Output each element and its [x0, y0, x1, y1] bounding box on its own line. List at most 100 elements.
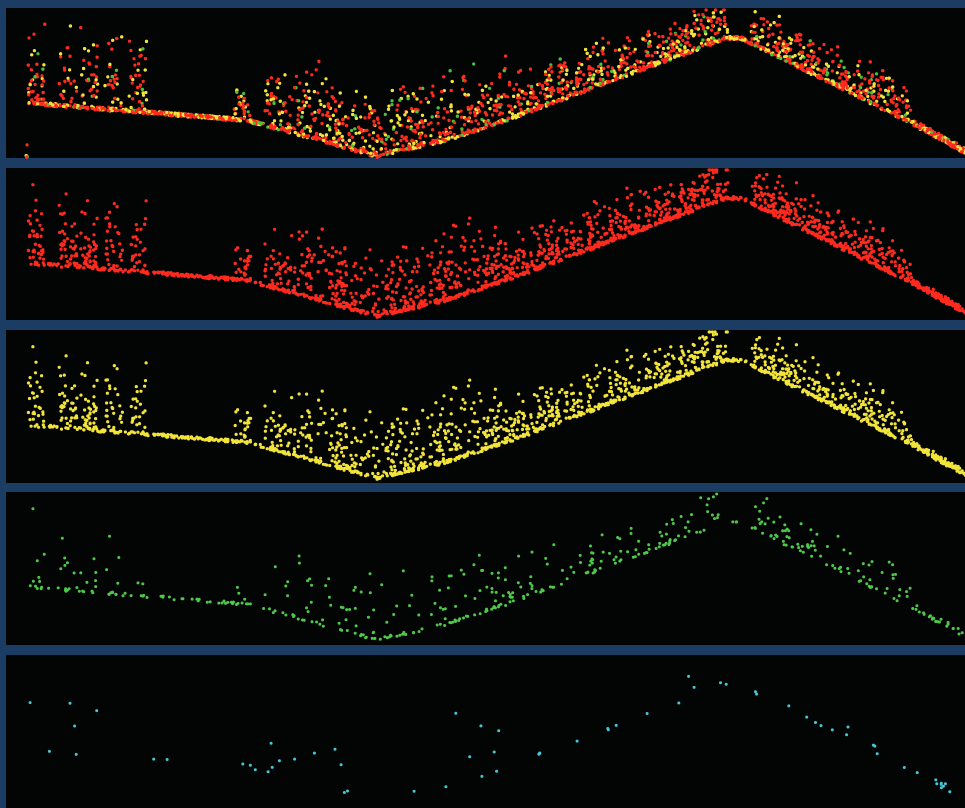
lidar-point	[897, 114, 900, 117]
lidar-point	[826, 51, 829, 54]
lidar-point	[517, 71, 520, 74]
lidar-point	[391, 152, 394, 155]
lidar-point	[544, 73, 547, 76]
lidar-point	[41, 68, 44, 71]
lidar-point	[136, 86, 139, 89]
lidar-point	[415, 110, 418, 113]
lidar-point	[859, 86, 862, 89]
lidar-point	[136, 92, 139, 95]
lidar-point	[310, 112, 313, 115]
lidar-point	[883, 100, 886, 103]
lidar-point	[619, 58, 622, 61]
lidar-point	[676, 39, 679, 42]
lidar-point	[343, 146, 346, 149]
lidar-point	[331, 86, 334, 89]
lidar-point	[686, 41, 689, 44]
lidar-point	[711, 41, 714, 44]
lidar-point	[546, 95, 549, 98]
lidar-point	[933, 133, 936, 136]
lidar-point	[281, 111, 284, 114]
lidar-point	[684, 50, 687, 53]
lidar-point	[416, 126, 419, 129]
lidar-point	[777, 54, 780, 57]
lidar-point	[376, 118, 379, 121]
lidar-point	[32, 33, 35, 36]
lidar-point	[69, 82, 72, 85]
lidar-point	[551, 86, 554, 89]
lidar-point	[790, 38, 793, 41]
lidar-point	[90, 88, 93, 91]
lidar-point	[437, 122, 440, 125]
lidar-point	[465, 131, 468, 134]
lidar-point	[116, 109, 119, 112]
lidar-point	[871, 75, 874, 78]
lidar-point	[243, 110, 246, 113]
lidar-point	[938, 136, 941, 139]
lidar-point	[453, 121, 456, 124]
lidar-point	[881, 69, 884, 72]
lidar-point	[396, 121, 399, 124]
lidar-point	[63, 105, 66, 108]
lidar-point	[360, 128, 363, 131]
lidar-point	[557, 90, 560, 93]
lidar-point	[504, 55, 507, 58]
lidar-point	[403, 113, 406, 116]
lidar-point	[704, 30, 707, 33]
lidar-point	[714, 8, 717, 11]
lidar-point	[583, 87, 586, 90]
lidar-point	[849, 87, 852, 90]
lidar-point	[701, 38, 704, 41]
lidar-point	[647, 30, 650, 33]
lidar-point	[407, 97, 410, 100]
lidar-point	[215, 116, 218, 119]
lidar-point	[144, 91, 147, 94]
lidar-point	[693, 22, 696, 25]
lidar-point	[597, 65, 600, 68]
lidar-point	[312, 118, 315, 121]
lidar-point	[799, 43, 802, 46]
lidar-point	[619, 62, 622, 65]
lidar-point	[73, 80, 76, 83]
lidar-point	[319, 103, 322, 106]
lidar-point	[916, 124, 919, 127]
lidar-point	[337, 139, 340, 142]
lidar-point	[538, 106, 541, 109]
lidar-point	[467, 106, 470, 109]
lidar-point	[766, 43, 769, 46]
lidar-point	[468, 130, 471, 133]
lidar-point	[460, 110, 463, 113]
lidar-point	[316, 91, 319, 94]
lidar-point	[69, 100, 72, 103]
lidar-point	[92, 43, 95, 46]
lidar-point	[489, 98, 492, 101]
lidar-point	[399, 88, 402, 91]
lidar-point	[599, 78, 602, 81]
lidar-point	[868, 81, 871, 84]
lidar-point	[565, 73, 568, 76]
lidar-point	[443, 107, 446, 110]
lidar-point	[599, 82, 602, 85]
lidar-point	[518, 88, 521, 91]
lidar-point	[111, 39, 114, 42]
lidar-point	[384, 133, 387, 136]
lidar-point	[429, 142, 432, 145]
lidar-point	[498, 72, 501, 75]
lidar-point	[318, 99, 321, 102]
lidar-point	[436, 111, 439, 114]
lidar-point	[906, 99, 909, 102]
lidar-point	[351, 136, 354, 139]
lidar-point	[789, 42, 792, 45]
lidar-point	[751, 31, 754, 34]
lidar-point	[325, 142, 328, 145]
lidar-point	[669, 32, 672, 35]
lidar-point	[332, 97, 335, 100]
lidar-point	[507, 104, 510, 107]
lidar-point	[546, 83, 549, 86]
lidar-point	[310, 73, 313, 76]
lidar-point	[867, 71, 870, 74]
lidar-point	[411, 110, 414, 113]
lidar-point	[347, 116, 350, 119]
lidar-point	[551, 102, 554, 105]
lidar-point	[395, 148, 398, 151]
lidar-point	[91, 107, 94, 110]
